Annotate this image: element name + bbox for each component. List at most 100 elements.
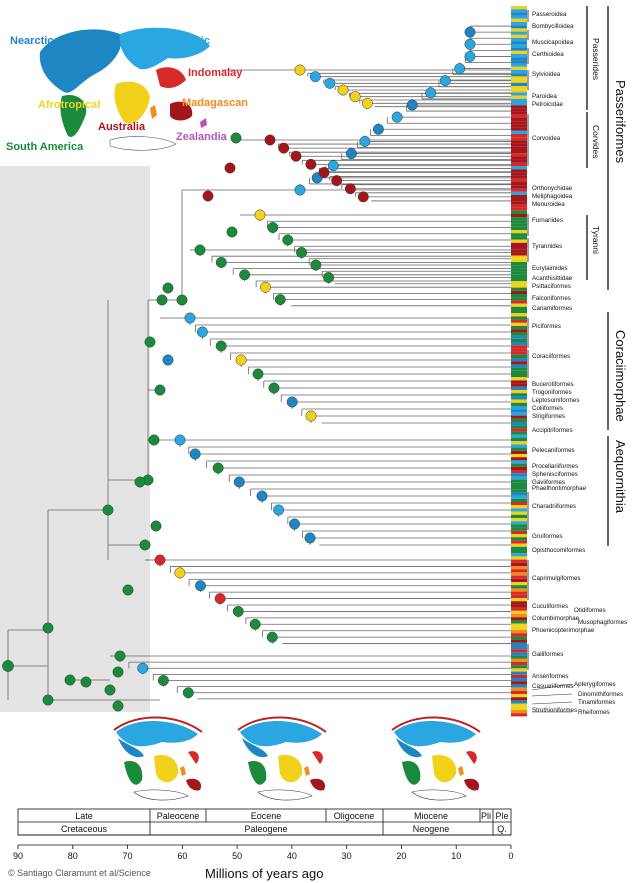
tip-distribution-cell bbox=[511, 300, 527, 304]
tip-label: Strigiformes bbox=[532, 413, 565, 420]
tip-distribution-cell bbox=[511, 425, 527, 429]
tip-distribution-cell bbox=[511, 188, 527, 192]
ancestral-node bbox=[357, 191, 369, 203]
tip-label-side: Tinamiformes bbox=[578, 699, 615, 706]
tip-label: Tyrannides bbox=[532, 243, 562, 250]
tip-distribution-cell bbox=[511, 639, 527, 643]
tip-distribution-cell bbox=[511, 466, 527, 470]
tip-label: Procellariiformes bbox=[532, 463, 578, 470]
tip-distribution-cell bbox=[511, 124, 527, 128]
tip-label-side: Otidiformes bbox=[574, 607, 606, 614]
tip-distribution-cell bbox=[511, 498, 527, 502]
tip-distribution-cell bbox=[511, 268, 527, 272]
tip-distribution-cell bbox=[511, 700, 527, 704]
ancestral-node bbox=[112, 666, 124, 678]
tip-distribution-cell bbox=[511, 313, 527, 317]
ancestral-node bbox=[361, 97, 373, 109]
tip-label: Menuroidea bbox=[532, 201, 565, 208]
tip-distribution-bars bbox=[511, 6, 527, 717]
tip-distribution-cell bbox=[511, 322, 527, 326]
ancestral-node bbox=[150, 520, 162, 532]
tip-distribution-cell bbox=[511, 662, 527, 666]
ancestral-node bbox=[344, 183, 356, 195]
tip-distribution-cell bbox=[511, 566, 527, 570]
ancestral-node bbox=[156, 294, 168, 306]
timescale-paleocene: Paleocene bbox=[157, 811, 200, 821]
ancestral-node bbox=[64, 674, 76, 686]
ancestral-node bbox=[274, 294, 286, 306]
tip-distribution-cell bbox=[511, 6, 527, 10]
tip-distribution-cell bbox=[511, 214, 527, 218]
tip-distribution-cell bbox=[511, 134, 527, 138]
world-map-legend bbox=[39, 27, 210, 151]
tip-distribution-cell bbox=[511, 463, 527, 467]
ancestral-node bbox=[278, 142, 290, 154]
tip-distribution-cell bbox=[511, 258, 527, 262]
tip-distribution-cell bbox=[511, 262, 527, 266]
tip-distribution-cell bbox=[511, 713, 527, 717]
tip-label: Acanthisittidae bbox=[532, 275, 573, 282]
tip-distribution-cell bbox=[511, 38, 527, 42]
tip-distribution-cell bbox=[511, 233, 527, 237]
map-indomalay bbox=[156, 67, 186, 88]
tip-label: Gruiformes bbox=[532, 533, 563, 540]
tip-distribution-cell bbox=[511, 281, 527, 285]
tip-distribution-cell bbox=[511, 393, 527, 397]
tip-distribution-cell bbox=[511, 143, 527, 147]
tip-distribution-cell bbox=[511, 630, 527, 634]
ancestral-node bbox=[268, 382, 280, 394]
ancestral-node bbox=[230, 132, 242, 144]
tip-distribution-cell bbox=[511, 546, 527, 550]
timescale-late: Late bbox=[75, 811, 93, 821]
ancestral-node bbox=[134, 476, 146, 488]
tip-label: Falconiformes bbox=[532, 295, 571, 302]
tip-distribution-cell bbox=[511, 34, 527, 38]
tip-distribution-cell bbox=[511, 377, 527, 381]
tip-distribution-cell bbox=[511, 530, 527, 534]
tip-distribution-cell bbox=[511, 367, 527, 371]
timescale-oligocene: Oligocene bbox=[334, 811, 375, 821]
tip-distribution-cell bbox=[511, 9, 527, 13]
tip-distribution-cell bbox=[511, 502, 527, 506]
ancestral-node bbox=[137, 662, 149, 674]
tip-distribution-cell bbox=[511, 646, 527, 650]
tip-distribution-cell bbox=[511, 82, 527, 86]
x-tick-label: 70 bbox=[123, 851, 133, 861]
x-tick-label: 10 bbox=[451, 851, 461, 861]
tip-distribution-cell bbox=[511, 182, 527, 186]
ancestral-node bbox=[406, 99, 418, 111]
tip-label: Coliiformes bbox=[532, 405, 563, 412]
tip-distribution-cell bbox=[511, 428, 527, 432]
ancestral-node bbox=[2, 660, 14, 672]
tip-distribution-cell bbox=[511, 28, 527, 32]
tip-label: Piciformes bbox=[532, 323, 561, 330]
tip-distribution-cell bbox=[511, 364, 527, 368]
tip-distribution-cell bbox=[511, 76, 527, 80]
clade-corvides: Corvides bbox=[591, 125, 601, 159]
tip-distribution-cell bbox=[511, 665, 527, 669]
tip-distribution-cell bbox=[511, 585, 527, 589]
ancestral-node bbox=[214, 593, 226, 605]
ancestral-node bbox=[196, 326, 208, 338]
paleo-map bbox=[113, 716, 203, 801]
tip-label: Meliphagoidea bbox=[532, 193, 573, 200]
tip-distribution-cell bbox=[511, 153, 527, 157]
tip-distribution-cell bbox=[511, 204, 527, 208]
x-tick-label: 90 bbox=[13, 851, 23, 861]
paleo-maps bbox=[113, 716, 481, 801]
tip-distribution-cell bbox=[511, 127, 527, 131]
tip-distribution-cell bbox=[511, 220, 527, 224]
x-axis-ticks: 90 80 70 60 50 40 30 20 10 0 bbox=[13, 845, 514, 861]
tip-distribution-cell bbox=[511, 441, 527, 445]
tip-distribution-cell bbox=[511, 63, 527, 67]
region-label-madagascan: Madagascan bbox=[182, 97, 248, 109]
region-label-afrotropical: Afrotropical bbox=[38, 99, 100, 111]
tip-distribution-cell bbox=[511, 274, 527, 278]
tip-distribution-cell bbox=[511, 118, 527, 122]
tip-distribution-cell bbox=[511, 105, 527, 109]
tip-distribution-cell bbox=[511, 169, 527, 173]
timescale-pliocene: Pli bbox=[481, 811, 491, 821]
tip-distribution-cell bbox=[511, 527, 527, 531]
tip-label: Muscicapoidea bbox=[532, 39, 574, 46]
tip-label: Cariamiformes bbox=[532, 305, 572, 312]
